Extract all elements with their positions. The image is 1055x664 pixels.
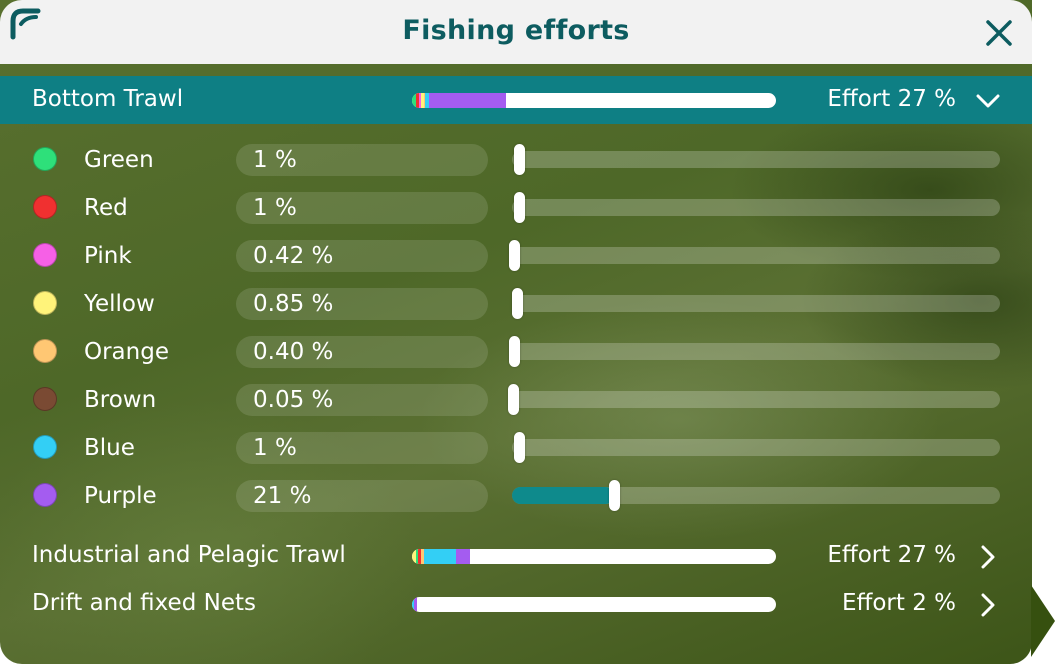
species-effort-slider[interactable] [512, 432, 1000, 463]
species-row-brown: Brown 0.05 % [0, 376, 1032, 424]
species-row-yellow: Yellow 0.85 % [0, 280, 1032, 328]
slider-thumb[interactable] [513, 192, 525, 223]
species-row-orange: Orange 0.40 % [0, 328, 1032, 376]
composition-segment [423, 549, 457, 564]
chevron-right-icon[interactable] [976, 593, 1000, 617]
panel-header: Fishing efforts [0, 0, 1032, 64]
composition-segment [456, 549, 471, 564]
species-color-dot [33, 387, 57, 411]
composition-segment [419, 93, 421, 108]
species-row-green: Green 1 % [0, 136, 1032, 184]
slider-fill [512, 487, 615, 504]
composition-segment [413, 597, 418, 612]
gear-row-bottom-trawl[interactable]: Bottom Trawl Effort 27 % [0, 76, 1032, 124]
gear-effort-label: Effort 27 % [827, 542, 956, 568]
species-effort-slider[interactable] [512, 480, 1000, 511]
gear-composition-bar [412, 93, 776, 108]
gear-effort-label: Effort 27 % [827, 86, 956, 112]
species-effort-value: 0.40 % [236, 336, 488, 368]
composition-segment [420, 93, 424, 108]
species-row-pink: Pink 0.42 % [0, 232, 1032, 280]
species-effort-slider[interactable] [511, 288, 1000, 319]
species-effort-value: 0.85 % [236, 288, 488, 320]
slider-track [512, 247, 1000, 264]
species-row-purple: Purple 21 % [0, 472, 1032, 520]
gear-name: Bottom Trawl [32, 86, 184, 112]
species-effort-value: 0.42 % [236, 240, 488, 272]
species-color-dot [33, 147, 57, 171]
species-color-dot [33, 243, 57, 267]
gear-effort-label: Effort 2 % [841, 590, 956, 616]
species-effort-slider[interactable] [508, 336, 1000, 367]
composition-segment [415, 93, 420, 108]
slider-track [512, 487, 1000, 504]
chevron-down-icon[interactable] [976, 89, 1000, 113]
species-effort-value: 1 % [236, 432, 488, 464]
slider-thumb[interactable] [511, 288, 523, 319]
slider-track [512, 295, 1000, 312]
species-row-blue: Blue 1 % [0, 424, 1032, 472]
species-effort-value: 1 % [236, 192, 488, 224]
slider-track [512, 343, 1000, 360]
species-effort-value: 21 % [236, 480, 488, 512]
species-effort-slider[interactable] [512, 144, 1000, 175]
app-logo-icon [10, 8, 41, 40]
gear-composition-bar [412, 549, 776, 564]
species-name: Pink [84, 243, 132, 269]
gear-row-industrial-pelagic-trawl[interactable]: Industrial and Pelagic Trawl Effort 27 % [0, 532, 1032, 580]
slider-track [512, 439, 1000, 456]
species-effort-slider[interactable] [508, 240, 1000, 271]
panel-title: Fishing efforts [402, 15, 630, 46]
composition-segment [429, 93, 506, 108]
fishing-efforts-panel: Fishing efforts Bottom Trawl Effort 27 %… [0, 0, 1032, 664]
slider-track [512, 199, 1000, 216]
close-icon[interactable] [984, 18, 1014, 48]
composition-segment [412, 93, 416, 108]
composition-segment [425, 93, 430, 108]
panel-pointer [1031, 585, 1055, 657]
gear-name: Drift and fixed Nets [32, 590, 256, 616]
species-name: Blue [84, 435, 135, 461]
species-name: Purple [84, 483, 157, 509]
species-effort-value: 0.05 % [236, 384, 488, 416]
species-color-dot [33, 195, 57, 219]
composition-segment [423, 93, 426, 108]
species-row-red: Red 1 % [0, 184, 1032, 232]
slider-thumb[interactable] [508, 336, 520, 367]
species-color-dot [33, 291, 57, 315]
species-color-dot [33, 435, 57, 459]
species-color-dot [33, 483, 57, 507]
species-name: Orange [84, 339, 169, 365]
chevron-right-icon[interactable] [976, 545, 1000, 569]
species-effort-value: 1 % [236, 144, 488, 176]
slider-thumb[interactable] [513, 432, 525, 463]
slider-thumb[interactable] [508, 240, 520, 271]
composition-segment [412, 549, 416, 564]
species-color-dot [33, 339, 57, 363]
species-name: Red [84, 195, 128, 221]
slider-track [512, 391, 1000, 408]
slider-thumb[interactable] [609, 480, 621, 511]
slider-track [512, 151, 1000, 168]
gear-composition-bar [412, 597, 776, 612]
species-effort-slider[interactable] [507, 384, 1000, 415]
composition-segment [418, 549, 422, 564]
species-name: Yellow [84, 291, 155, 317]
composition-segment [412, 597, 414, 612]
species-effort-slider[interactable] [512, 192, 1000, 223]
slider-thumb[interactable] [507, 384, 519, 415]
composition-segment [421, 549, 424, 564]
gear-name: Industrial and Pelagic Trawl [32, 542, 346, 568]
species-name: Brown [84, 387, 157, 413]
gear-row-drift-fixed-nets[interactable]: Drift and fixed Nets Effort 2 % [0, 580, 1032, 628]
species-name: Green [84, 147, 154, 173]
composition-segment [415, 549, 419, 564]
slider-thumb[interactable] [513, 144, 525, 175]
